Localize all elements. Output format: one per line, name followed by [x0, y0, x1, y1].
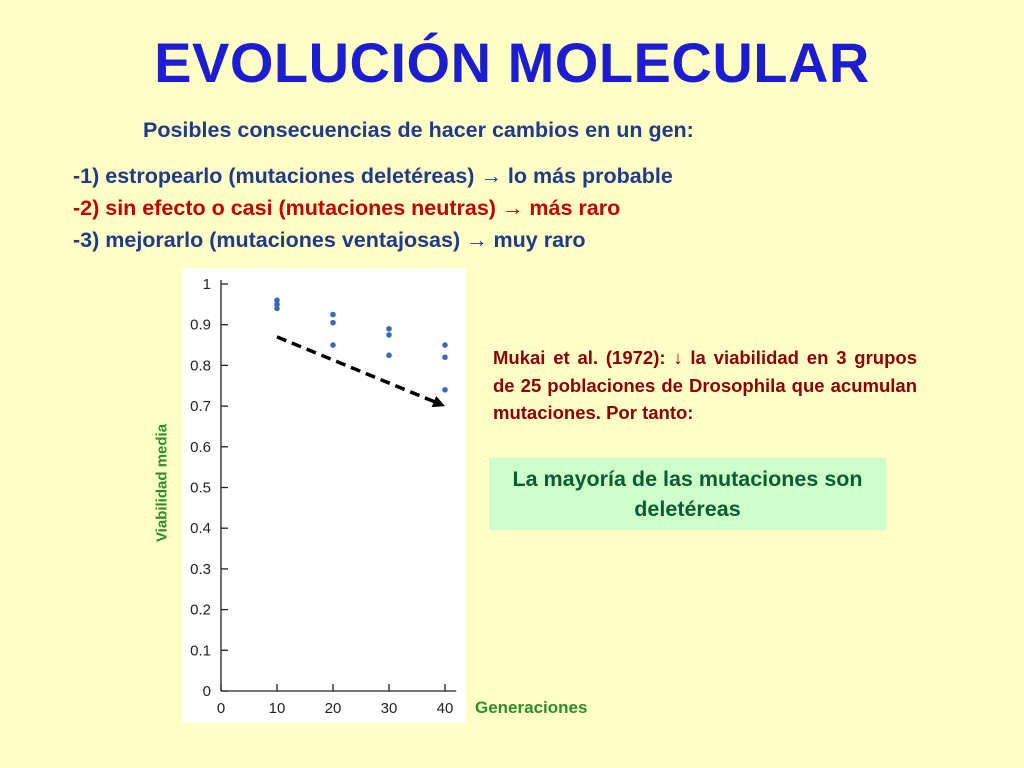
- data-point: [274, 305, 280, 312]
- y-tick-label: 0.9: [190, 317, 211, 334]
- data-point: [330, 319, 336, 326]
- data-point: [442, 354, 448, 361]
- consequence-item-1: -1) estropearlo (mutaciones deletéreas) …: [73, 164, 673, 188]
- data-point: [330, 342, 336, 348]
- trend-arrow-head: [431, 395, 445, 408]
- y-tick-label: 0.1: [190, 642, 211, 659]
- scatter-chart: 00.10.20.30.40.50.60.70.80.910 10 20 30 40: [190, 276, 457, 717]
- y-tick-label: 0.7: [190, 398, 211, 415]
- conclusion-box: La mayoría de las mutaciones son deletér…: [489, 458, 886, 530]
- data-point: [442, 342, 448, 348]
- subtitle: Posibles consecuencias de hacer cambios …: [143, 118, 694, 142]
- data-point: [442, 387, 448, 393]
- data-point: [386, 332, 392, 338]
- data-point: [386, 352, 392, 359]
- data-point: [274, 301, 280, 308]
- data-point: [386, 325, 392, 332]
- x-tick-label: 0: [217, 700, 225, 717]
- x-axis-label: Generaciones: [475, 698, 588, 717]
- data-point: [330, 311, 336, 318]
- conclusion-text: La mayoría de las mutaciones son deletér…: [512, 467, 863, 521]
- y-tick-label: 1: [203, 276, 211, 293]
- chart-panel: 0 0.1 0.2 0.3 0.4 0.5 0.6 0.7 0.8 0.9 1 0 10 20 30 40: [182, 268, 466, 723]
- page-title: EVOLUCIÓN MOLECULAR: [154, 31, 870, 94]
- study-note: Mukai et al. (1972): ↓ la viabilidad en …: [493, 347, 917, 423]
- x-tick-label: 40: [437, 700, 454, 717]
- y-tick-label: 0.3: [190, 561, 211, 578]
- x-tick-label: 30: [381, 700, 398, 717]
- y-tick-label: 0.6: [190, 439, 211, 456]
- trend-arrow-line: [276, 335, 435, 404]
- y-tick-label: 0.8: [190, 357, 211, 374]
- y-tick-label: 0.4: [190, 520, 211, 537]
- y-tick-label: 0: [203, 683, 211, 700]
- x-tick-label: 10: [269, 700, 286, 717]
- data-point: [274, 297, 280, 304]
- consequence-list: -1) estropearlo (mutaciones deletéreas) …: [73, 160, 673, 256]
- y-axis-label: Viabilidad media: [153, 423, 171, 543]
- consequence-item-2: -2) sin efecto o casi (mutaciones neutra…: [73, 196, 621, 220]
- y-tick-label: 0.2: [190, 602, 211, 619]
- consequence-item-3: -3) mejorarlo (mutaciones ventajosas) → …: [73, 228, 586, 252]
- y-tick-label: 0.5: [190, 480, 211, 497]
- x-tick-label: 20: [325, 700, 342, 717]
